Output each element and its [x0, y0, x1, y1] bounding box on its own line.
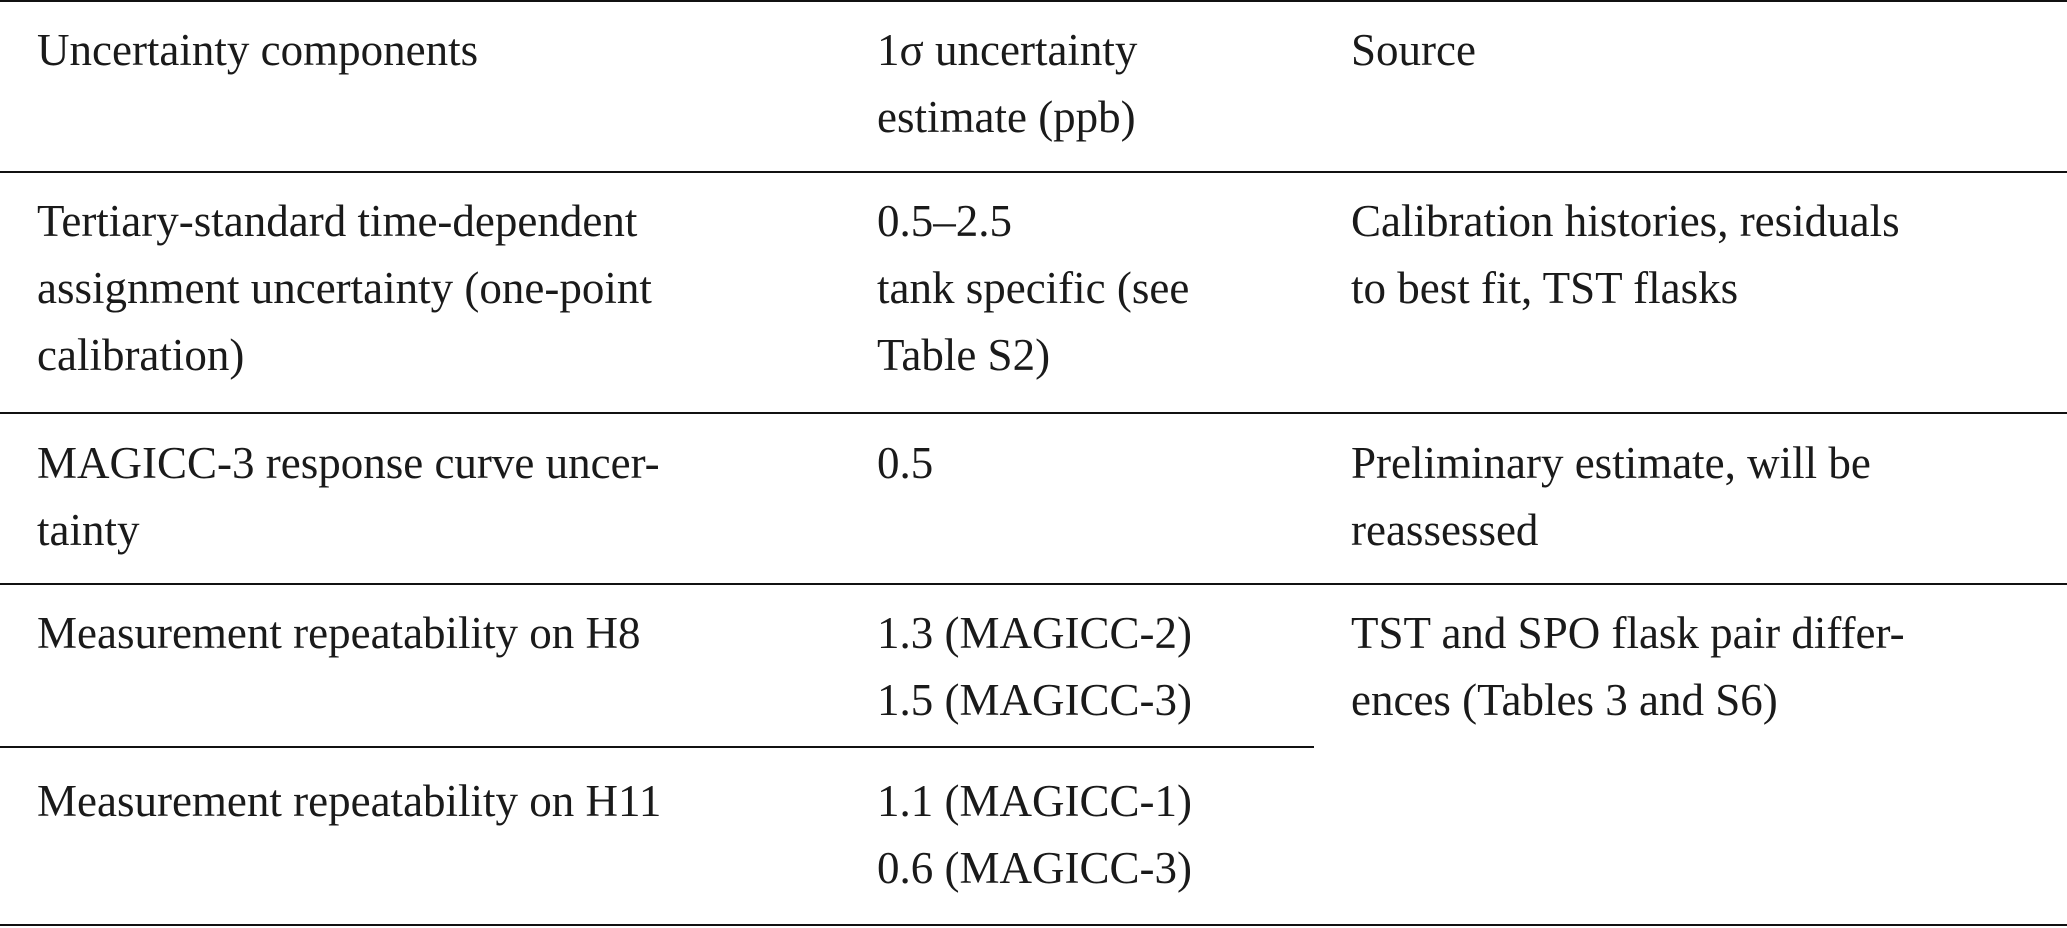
cell-line: 0.6 (MAGICC-3)	[877, 843, 1192, 893]
cell-line: 1.1 (MAGICC-1)	[877, 776, 1192, 826]
cell-line: 1σ uncertainty	[877, 25, 1138, 75]
cell-line: assignment uncertainty (one-point	[37, 263, 652, 313]
bottom-rule	[0, 924, 2067, 926]
top-rule	[0, 0, 2067, 2]
table-cell: Uncertainty components	[37, 17, 478, 84]
header-rule	[0, 171, 2067, 173]
cell-line: Preliminary estimate, will be	[1351, 438, 1871, 488]
table-cell: 0.5	[877, 430, 933, 497]
cell-line: MAGICC-3 response curve uncer-	[37, 438, 660, 488]
cell-line: Uncertainty components	[37, 25, 479, 75]
cell-line: calibration)	[37, 330, 245, 380]
table-cell: Measurement repeatability on H8	[37, 600, 641, 667]
cell-line: tank specific (see	[877, 263, 1190, 313]
cell-line: 0.5	[877, 438, 934, 488]
cell-line: ences (Tables 3 and S6)	[1351, 675, 1778, 725]
table-cell: 1σ uncertainty estimate (ppb)	[877, 17, 1137, 151]
cell-line: 1.3 (MAGICC-2)	[877, 608, 1192, 658]
row-rule	[0, 583, 2067, 585]
table-cell: 1.1 (MAGICC-1) 0.6 (MAGICC-3)	[877, 768, 1192, 902]
cell-line: reassessed	[1351, 505, 1539, 555]
table-cell: Tertiary-standard time-dependent assignme…	[37, 188, 652, 389]
cell-line: 1.5 (MAGICC-3)	[877, 675, 1192, 725]
cell-line: tainty	[37, 505, 140, 555]
cell-line: estimate (ppb)	[877, 92, 1136, 142]
table-cell: Measurement repeatability on H11	[37, 768, 661, 835]
cell-line: Table S2)	[877, 330, 1051, 380]
cell-line: to best fit, TST flasks	[1351, 263, 1739, 313]
cell-line: TST and SPO flask pair differ-	[1351, 608, 1905, 658]
cell-line: Measurement repeatability on H8	[37, 608, 641, 658]
table-cell: 0.5–2.5 tank specific (see Table S2)	[877, 188, 1189, 389]
cell-line: 0.5–2.5	[877, 196, 1012, 246]
table-cell: Source	[1351, 17, 1476, 84]
cell-line: Measurement repeatability on H11	[37, 776, 662, 826]
table-cell: Calibration histories, residuals to best …	[1351, 188, 1900, 322]
cell-line: Source	[1351, 25, 1476, 75]
table-cell: Preliminary estimate, will be reassessed	[1351, 430, 1871, 564]
table-cell: TST and SPO flask pair differ-ences (Tab…	[1351, 600, 1905, 734]
cell-line: Tertiary-standard time-dependent	[37, 196, 638, 246]
row-rule	[0, 746, 1314, 748]
row-rule	[0, 412, 2067, 414]
table-cell: MAGICC-3 response curve uncer-tainty	[37, 430, 660, 564]
table-cell: 1.3 (MAGICC-2) 1.5 (MAGICC-3)	[877, 600, 1192, 734]
cell-line: Calibration histories, residuals	[1351, 196, 1900, 246]
